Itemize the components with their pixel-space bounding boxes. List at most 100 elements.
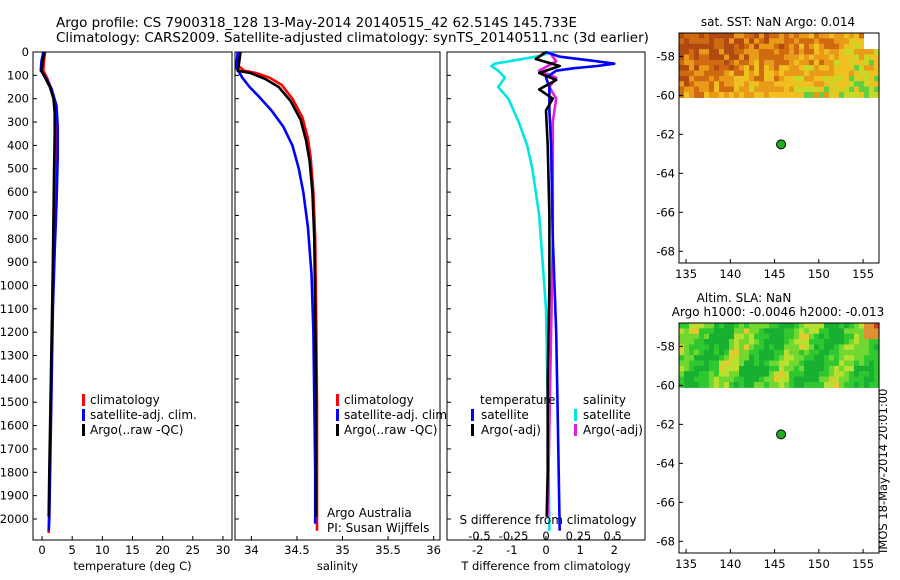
heatmap-cell: [829, 339, 835, 346]
heatmap-cell: [804, 381, 810, 388]
heatmap-cell: [869, 371, 875, 378]
heatmap-cell: [754, 38, 760, 45]
heatmap-cell: [824, 360, 830, 367]
heatmap-cell: [714, 333, 720, 340]
heatmap-cell: [724, 365, 730, 372]
heatmap-cell: [754, 328, 760, 335]
heatmap-cell: [779, 54, 785, 61]
heatmap-cell: [754, 59, 760, 66]
heatmap-cell: [684, 376, 690, 383]
y-tick-label: -60: [656, 88, 675, 102]
heatmap-cell: [734, 371, 740, 378]
heatmap-cell: [699, 59, 705, 66]
heatmap-cell: [789, 355, 795, 362]
heatmap-cell: [819, 91, 825, 98]
heatmap-cell: [834, 70, 840, 77]
heatmap-cell: [779, 371, 785, 378]
heatmap-cell: [844, 339, 850, 346]
heatmap-cell: [714, 81, 720, 88]
heatmap-cell: [744, 371, 750, 378]
heatmap-cell: [699, 65, 705, 72]
heatmap-cell: [869, 33, 875, 39]
heatmap-cell: [684, 328, 690, 335]
heatmap-cell: [864, 365, 870, 372]
heatmap-cell: [824, 70, 830, 77]
legend-swatch: [574, 424, 577, 436]
heatmap-cell: [694, 33, 700, 39]
heatmap-cell: [689, 371, 695, 378]
heatmap-cell: [724, 59, 730, 66]
heatmap-cell: [729, 360, 735, 367]
heatmap-cell: [689, 381, 695, 388]
heatmap-cell: [774, 38, 780, 45]
heatmap-cell: [854, 54, 860, 61]
heatmap-cell: [724, 86, 730, 93]
heatmap-cell: [764, 43, 770, 50]
heatmap-cell: [814, 65, 820, 72]
heatmap-cell: [744, 33, 750, 39]
heatmap-cell: [779, 59, 785, 66]
heatmap-cell: [709, 323, 715, 329]
heatmap-cell: [819, 38, 825, 45]
heatmap-cell: [809, 323, 815, 329]
heatmap-cell: [734, 333, 740, 340]
heatmap-cell: [734, 65, 740, 72]
y-tick-label: -64: [656, 456, 675, 470]
heatmap-cell: [699, 70, 705, 77]
heatmap-cell: [784, 355, 790, 362]
heatmap-cell: [874, 75, 880, 82]
heatmap-cell: [734, 365, 740, 372]
heatmap-cell: [714, 91, 720, 98]
heatmap-cell: [729, 75, 735, 82]
x-tick-label: 20: [155, 543, 170, 557]
heatmap-cell: [734, 376, 740, 383]
heatmap-cell: [834, 49, 840, 56]
heatmap-cell: [749, 344, 755, 351]
heatmap-cell: [744, 381, 750, 388]
x-tick-label: 2: [611, 543, 618, 557]
heatmap-cell: [864, 339, 870, 346]
heatmap-cell: [714, 49, 720, 56]
heatmap-cell: [759, 328, 765, 335]
heatmap-cell: [809, 91, 815, 98]
heatmap-cell: [719, 49, 725, 56]
heatmap-cell: [759, 381, 765, 388]
heatmap-cell: [864, 344, 870, 351]
heatmap-cell: [709, 75, 715, 82]
heatmap-cell: [819, 54, 825, 61]
heatmap-cell: [819, 49, 825, 56]
heatmap-cell: [689, 355, 695, 362]
heatmap-cell: [699, 54, 705, 61]
x-tick-label: 0: [542, 543, 549, 557]
heatmap-cell: [874, 355, 880, 362]
series-line-satellite-s-: [490, 50, 554, 531]
heatmap-cell: [874, 49, 880, 56]
heatmap-cell: [734, 344, 740, 351]
heatmap-cell: [849, 349, 855, 356]
heatmap-cell: [734, 43, 740, 50]
heatmap-cell: [684, 355, 690, 362]
heatmap-cell: [679, 323, 685, 329]
heatmap-cell: [869, 91, 875, 98]
heatmap-cell: [764, 333, 770, 340]
heatmap-cell: [809, 59, 815, 66]
heatmap-cell: [704, 59, 710, 66]
heatmap-cell: [809, 70, 815, 77]
heatmap-cell: [844, 360, 850, 367]
legend-swatch: [336, 424, 339, 436]
heatmap-cell: [729, 376, 735, 383]
heatmap-cell: [714, 323, 720, 329]
heatmap-cell: [739, 75, 745, 82]
heatmap-cell: [799, 355, 805, 362]
heatmap-cell: [729, 349, 735, 356]
heatmap-cell: [794, 70, 800, 77]
heatmap-cell: [839, 344, 845, 351]
heatmap-cell: [699, 91, 705, 98]
heatmap-cell: [764, 344, 770, 351]
heatmap-cell: [824, 355, 830, 362]
heatmap-cell: [699, 49, 705, 56]
heatmap-cell: [739, 371, 745, 378]
heatmap-cell: [774, 43, 780, 50]
heatmap-cell: [774, 86, 780, 93]
heatmap-cell: [804, 86, 810, 93]
